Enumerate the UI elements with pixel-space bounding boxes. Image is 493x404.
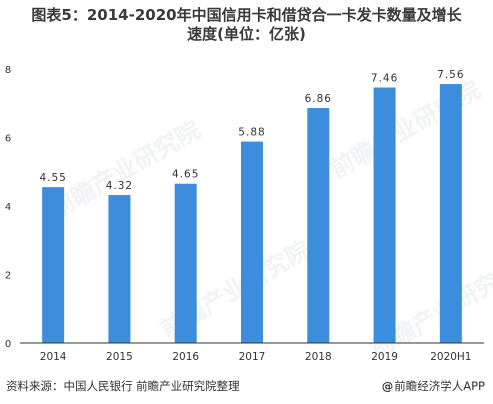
y-tick-label: 2 [5,271,11,282]
at-sign-icon: @ [381,379,394,393]
brand-label: @前瞻经济学人APP [382,378,485,394]
value-label-2015: 4.32 [106,180,133,192]
y-tick-label: 0 [5,339,11,350]
value-label-2020H1: 7.56 [437,69,464,81]
bar-2017 [241,141,263,343]
brand-text: 前瞻经济学人APP [394,379,485,393]
bars [42,84,462,344]
bar-2020H1 [439,84,462,343]
value-label-2016: 4.65 [172,169,199,181]
source-note: 资料来源：中国人民银行 前瞻产业研究院整理 [6,379,240,393]
value-label-2014: 4.55 [39,172,66,184]
y-axis-ticks: 0 2 4 6 8 [5,65,11,350]
chart-title: 图表5：2014-2020年中国信用卡和借贷合一卡发卡数量及增长 速度(单位：亿… [0,6,493,44]
y-tick-label: 6 [5,134,11,145]
x-tick-label-2020H1: 2020H1 [430,351,471,363]
value-label-2018: 6.86 [305,93,332,105]
y-tick-label: 4 [5,202,11,213]
bar-2016 [174,183,197,343]
bar-2014 [42,187,65,343]
x-tick-label-2018: 2018 [305,351,332,363]
x-tick-label-2015: 2015 [106,351,133,363]
value-label-2019: 7.46 [371,72,398,84]
x-tick-label-2019: 2019 [371,351,398,363]
bar-2015 [108,195,131,343]
value-labels: 4.55 4.32 4.65 5.88 6.86 7.46 7.56 [39,69,464,192]
bar-2019 [373,87,396,344]
x-axis-ticks: 2014 2015 2016 2017 2018 2019 2020H1 [40,351,472,363]
y-tick-label: 8 [5,65,11,76]
bar-2018 [307,108,330,343]
x-tick-label-2017: 2017 [239,351,266,363]
chart-title-line-1: 图表5：2014-2020年中国信用卡和借贷合一卡发卡数量及增长 [31,6,462,24]
x-tick-label-2016: 2016 [172,351,199,363]
value-label-2017: 5.88 [238,127,265,139]
chart-title-line-2: 速度(单位：亿张) [187,25,306,43]
x-tick-label-2014: 2014 [40,351,67,363]
